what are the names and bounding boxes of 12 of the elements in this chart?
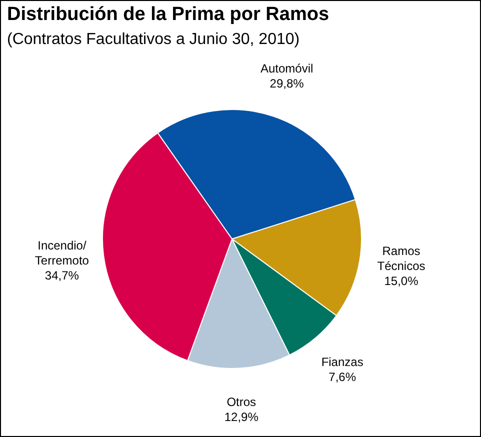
- slice-label: Incendio/ Terremoto: [34, 238, 90, 268]
- data-label: 15,0%: [384, 274, 419, 288]
- data-label: 7,6%: [328, 370, 356, 384]
- data-label: 34,7%: [44, 268, 80, 283]
- data-label: 12,9%: [224, 410, 259, 424]
- slice-label: Automóvil: [260, 61, 314, 76]
- data-label: 29,8%: [270, 76, 304, 90]
- slice-label: Fianzas: [321, 355, 364, 370]
- chart-title: Distribución de la Prima por Ramos: [7, 4, 330, 26]
- chart-subtitle: (Contratos Facultativos a Junio 30, 2010): [7, 31, 300, 49]
- slice-label: Otros: [226, 395, 256, 410]
- slice-label: Ramos Técnicos: [377, 244, 426, 273]
